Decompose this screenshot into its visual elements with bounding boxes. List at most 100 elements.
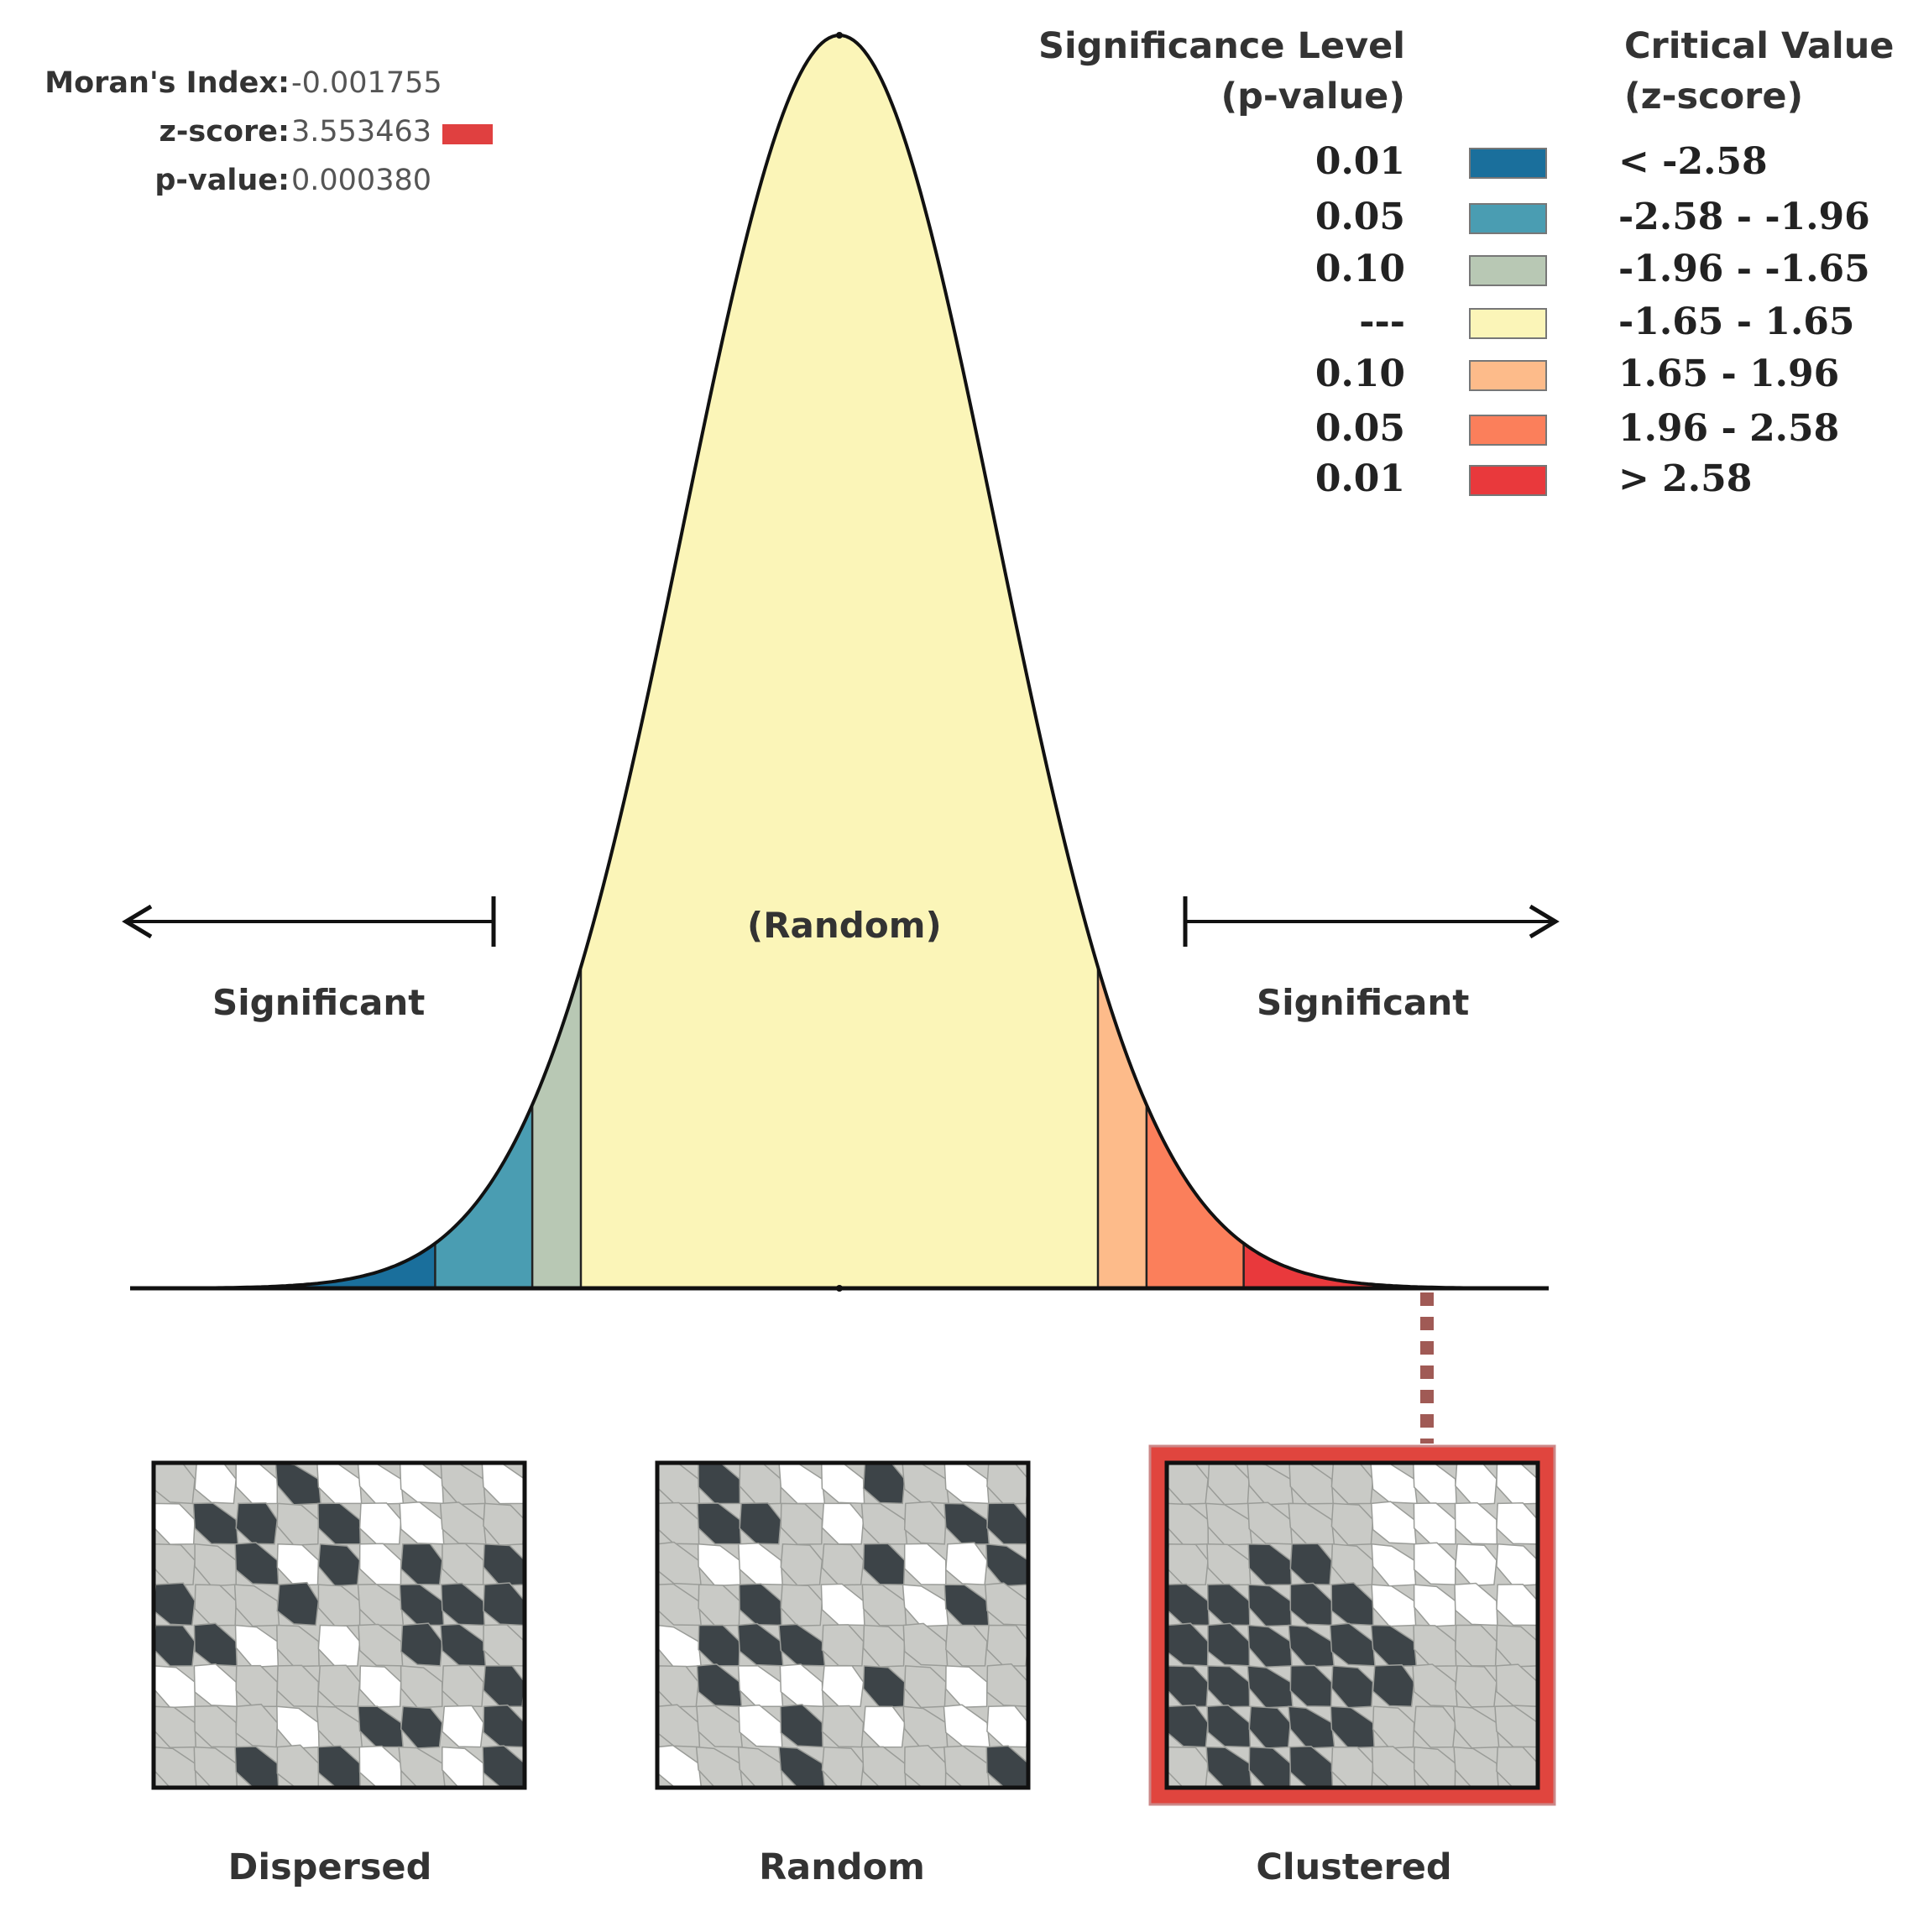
map-polygon xyxy=(1454,1501,1498,1545)
left-significance-arrow-head xyxy=(122,904,153,939)
critical-header-line1: Critical Value xyxy=(1624,25,1895,67)
legend-swatch xyxy=(1469,465,1547,496)
legend-z-range: < -2.58 xyxy=(1618,140,1768,183)
curve-region-0 xyxy=(134,1243,436,1288)
morans-index-label: Moran's Index: xyxy=(44,66,290,100)
legend-p-value: --- xyxy=(1359,300,1405,343)
map-polygon xyxy=(780,1584,823,1627)
map-polygon xyxy=(780,1704,823,1748)
map-polygon xyxy=(821,1664,865,1708)
significance-header: Significance Level (p-value) xyxy=(1038,21,1405,122)
morans-index-row: Moran's Index: -0.001755 xyxy=(0,59,504,107)
map-polygon xyxy=(400,1543,443,1585)
map-polygon xyxy=(276,1543,320,1586)
legend-row: 0.05 1.96 - 2.58 xyxy=(0,403,1913,455)
curve-region-2 xyxy=(532,967,581,1288)
map-polygon xyxy=(235,1703,279,1748)
map-polygon xyxy=(1330,1665,1374,1709)
curve-region-1 xyxy=(435,1104,533,1288)
legend-swatch xyxy=(1469,415,1547,446)
map-polygon xyxy=(1413,1705,1456,1748)
map-polygon xyxy=(1207,1665,1251,1708)
random-label: (Random) xyxy=(747,905,942,946)
map-polygon xyxy=(821,1502,865,1545)
significance-header-line2: (p-value) xyxy=(1220,76,1406,117)
center-tick xyxy=(836,1285,843,1292)
legend-z-range: -1.96 - -1.65 xyxy=(1618,248,1870,290)
legend-row: 0.05 -2.58 - -1.96 xyxy=(0,191,1913,243)
p-value-value: 0.000380 xyxy=(291,164,432,197)
map-polygon xyxy=(821,1624,865,1667)
map-caption-random: Random xyxy=(759,1846,925,1888)
map-clustered xyxy=(1148,1444,1556,1806)
legend-z-range: 1.65 - 1.96 xyxy=(1618,352,1840,395)
map-polygon xyxy=(1413,1502,1456,1545)
z-score-label: z-score: xyxy=(159,115,290,149)
z-score-row: z-score: 3.553463 xyxy=(0,107,504,156)
p-value-row: p-value: 0.000380 xyxy=(0,156,504,205)
legend-swatch xyxy=(1469,203,1547,234)
map-polygon xyxy=(235,1501,279,1545)
legend-swatch xyxy=(1469,255,1547,286)
map-polygon xyxy=(1248,1705,1292,1749)
legend-row: 0.10 -1.96 - -1.65 xyxy=(0,243,1913,295)
z-score-value: 3.553463 xyxy=(291,115,432,149)
curve-region-6 xyxy=(1243,1243,1545,1288)
map-polygon xyxy=(1455,1624,1497,1667)
map-polygon xyxy=(862,1705,906,1748)
map-polygon xyxy=(780,1543,823,1586)
map-polygon xyxy=(1289,1543,1333,1585)
map-polygon xyxy=(1455,1665,1497,1708)
right-significant-label: Significant xyxy=(1257,982,1470,1023)
map-caption-clustered: Clustered xyxy=(1256,1846,1452,1888)
map-random xyxy=(655,1460,1031,1790)
map-polygon xyxy=(400,1665,443,1709)
map-polygon xyxy=(1330,1502,1374,1546)
curve-region-3 xyxy=(581,35,1098,1288)
map-polygon xyxy=(442,1705,484,1748)
map-polygon xyxy=(903,1501,947,1545)
legend-row: 0.01 > 2.58 xyxy=(0,453,1913,505)
map-polygon xyxy=(1372,1705,1415,1749)
legend-swatch xyxy=(1469,360,1547,391)
map-polygon xyxy=(1372,1663,1415,1708)
legend-p-value: 0.10 xyxy=(1315,248,1405,290)
map-polygon xyxy=(276,1581,320,1627)
map-polygon xyxy=(358,1665,402,1708)
legend-p-value: 0.10 xyxy=(1315,352,1405,395)
legend-z-range: -1.65 - 1.65 xyxy=(1618,300,1855,343)
map-polygon xyxy=(276,1502,320,1546)
legend-z-range: > 2.58 xyxy=(1618,457,1753,500)
map-border xyxy=(151,1460,527,1790)
map-polygon xyxy=(400,1705,443,1749)
map-polygon xyxy=(1413,1624,1457,1667)
map-polygon xyxy=(358,1502,402,1545)
map-polygon xyxy=(442,1664,484,1708)
legend-row: 0.10 1.65 - 1.96 xyxy=(0,348,1913,400)
legend-z-range: -2.58 - -1.96 xyxy=(1618,196,1870,238)
p-value-label: p-value: xyxy=(154,164,290,197)
curve-region-5 xyxy=(1146,1104,1244,1288)
map-border xyxy=(1164,1460,1540,1790)
map-polygon xyxy=(862,1624,906,1668)
critical-header-line2: (z-score) xyxy=(1624,76,1804,117)
morans-index-value: -0.001755 xyxy=(291,66,442,100)
legend-p-value: 0.01 xyxy=(1315,457,1405,500)
legend-p-value: 0.01 xyxy=(1315,140,1405,183)
legend-swatch xyxy=(1469,308,1547,339)
map-polygon xyxy=(400,1622,443,1667)
map-polygon xyxy=(317,1624,361,1668)
legend-p-value: 0.05 xyxy=(1315,196,1405,238)
legend-row: --- -1.65 - 1.65 xyxy=(0,296,1913,348)
map-border xyxy=(655,1460,1031,1790)
statistics-panel: Moran's Index: -0.001755 z-score: 3.5534… xyxy=(0,59,504,205)
map-polygon xyxy=(442,1543,484,1585)
map-polygon xyxy=(780,1502,823,1545)
map-polygon xyxy=(234,1542,280,1585)
right-significance-arrow-head xyxy=(1529,904,1560,939)
map-polygon xyxy=(276,1624,320,1668)
legend-row: 0.01 < -2.58 xyxy=(0,136,1913,188)
significance-header-line1: Significance Level xyxy=(1038,25,1405,67)
legend-z-range: 1.96 - 2.58 xyxy=(1618,407,1840,450)
legend-swatch xyxy=(1469,148,1547,179)
